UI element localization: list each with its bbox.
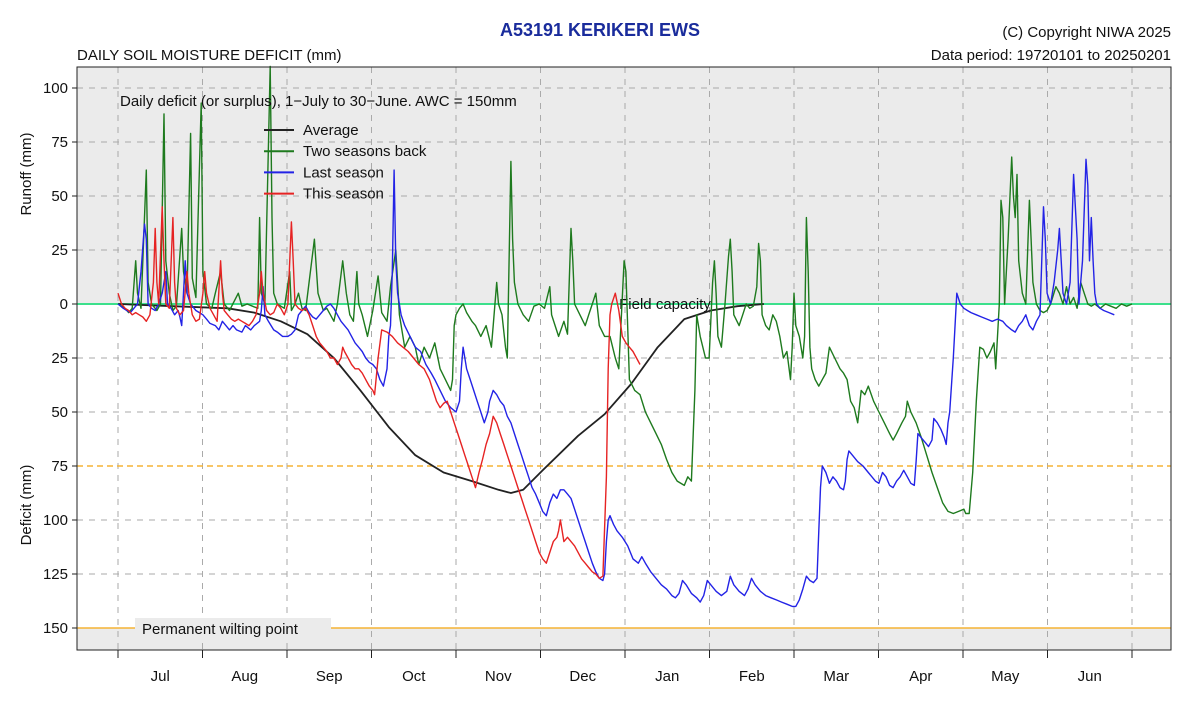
legend-label-average: Average [303, 122, 359, 139]
y-tick-label: 75 [51, 458, 68, 475]
y-tick-label: 50 [51, 404, 68, 421]
x-month-label: Apr [909, 668, 932, 685]
x-month-label: Nov [485, 668, 512, 685]
y-tick-label: 125 [43, 566, 68, 583]
y-axis-title-deficit: Deficit (mm) [18, 465, 35, 546]
legend-label-two_seasons_back: Two seasons back [303, 143, 427, 160]
data-period: Data period: 19720101 to 20250201 [930, 47, 1171, 64]
legend-label-this_season: This season [303, 186, 384, 203]
x-month-label: Jun [1078, 668, 1102, 685]
x-month-label: Sep [316, 668, 343, 685]
below-wilting-region [77, 628, 1171, 650]
wilting-point-label: Permanent wilting point [142, 621, 299, 638]
chart-note: Daily deficit (or surplus), 1−July to 30… [120, 93, 517, 110]
legend: Daily deficit (or surplus), 1−July to 30… [120, 93, 517, 203]
y-tick-label: 75 [51, 134, 68, 151]
y-tick-label: 100 [43, 512, 68, 529]
x-month-label: May [991, 668, 1020, 685]
x-month-label: Dec [569, 668, 596, 685]
y-axis-title-runoff: Runoff (mm) [18, 132, 35, 215]
y-tick-label: 100 [43, 80, 68, 97]
wilting-label-background [135, 618, 331, 638]
chart-title: A53191 KERIKERI EWS [499, 20, 701, 40]
x-month-label: Mar [823, 668, 849, 685]
x-month-label: Oct [402, 668, 426, 685]
series-line-last_season [117, 158, 1115, 608]
y-tick-label: 25 [51, 350, 68, 367]
field-capacity-label: Field capacity [619, 296, 711, 313]
data-series [117, 65, 1133, 608]
reference-lines: Field capacity Permanent wilting point [77, 296, 1171, 638]
x-month-label: Feb [739, 668, 765, 685]
y-tick-label: 50 [51, 188, 68, 205]
x-month-label: Jan [655, 668, 679, 685]
y-tick-label: 150 [43, 620, 68, 637]
y-tick-label: 0 [60, 296, 68, 313]
x-month-label: Jul [151, 668, 170, 685]
series-line-this_season [117, 206, 641, 579]
series-line-average [117, 303, 764, 494]
chart-subtitle: DAILY SOIL MOISTURE DEFICIT (mm) [77, 47, 342, 64]
legend-label-last_season: Last season [303, 164, 384, 181]
y-tick-label: 25 [51, 242, 68, 259]
x-month-label: Aug [231, 668, 258, 685]
axes: 100 75 50 25 0 25 50 75 100 125 150 Jul Aug Sep Oct Nov… [18, 66, 1172, 685]
series-line-two_seasons_back [117, 65, 1133, 515]
copyright-notice: (C) Copyright NIWA 2025 [1002, 24, 1171, 41]
